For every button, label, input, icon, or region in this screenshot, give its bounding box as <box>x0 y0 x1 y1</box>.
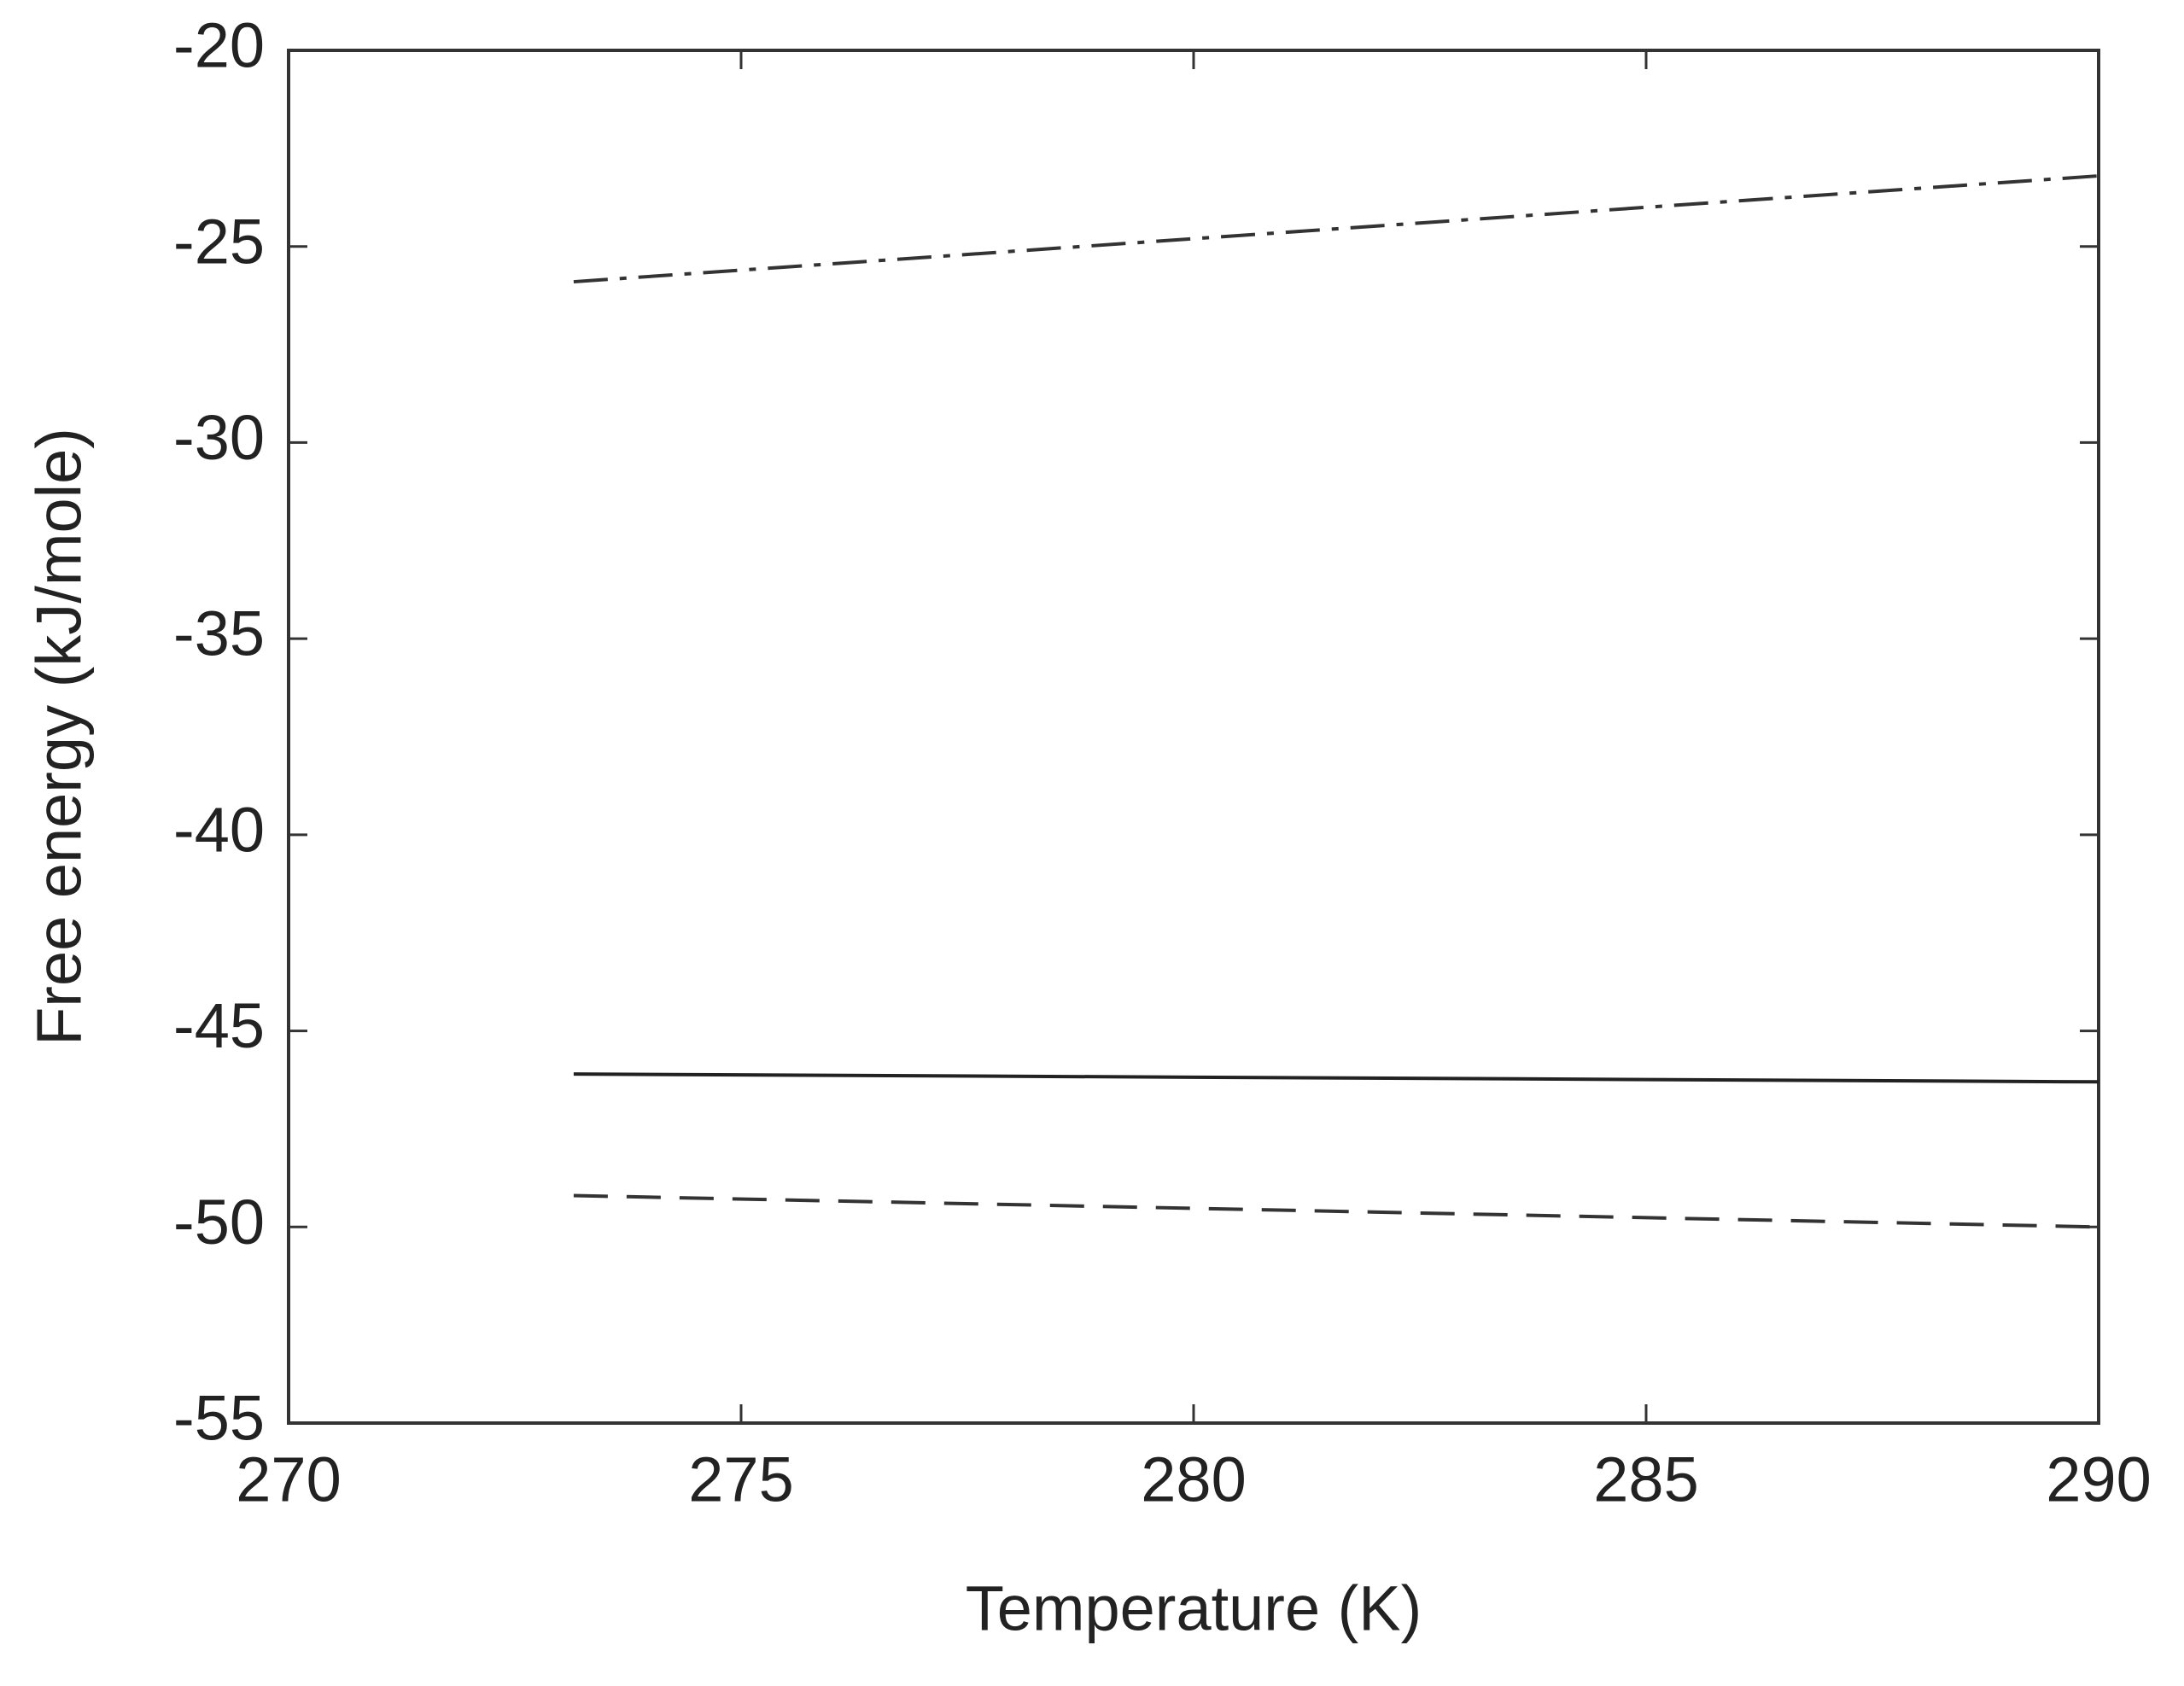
data-line <box>573 1072 2099 1084</box>
plot-frame <box>287 49 2100 1425</box>
x-axis-label: Temperature (K) <box>966 1573 1422 1644</box>
y-axis-label: Free energy (kJ/mole) <box>24 428 95 1046</box>
y-tick-label: -55 <box>173 1383 265 1454</box>
y-tick-label: -20 <box>173 10 265 81</box>
y-tick-label: -30 <box>173 402 265 473</box>
x-tick-label: 285 <box>1593 1444 1698 1515</box>
x-tick-label: 275 <box>688 1444 793 1515</box>
y-tick-label: -50 <box>173 1187 265 1257</box>
data-line <box>573 174 2099 284</box>
y-tick-label: -45 <box>173 990 265 1061</box>
x-tick-label: 270 <box>236 1444 341 1515</box>
data-line <box>573 1193 2099 1229</box>
x-tick-label: 290 <box>2046 1444 2151 1515</box>
x-tick-label: 280 <box>1141 1444 1246 1515</box>
y-tick-label: -40 <box>173 794 265 865</box>
y-tick-label: -25 <box>173 206 265 277</box>
y-tick-label: -35 <box>173 598 265 669</box>
